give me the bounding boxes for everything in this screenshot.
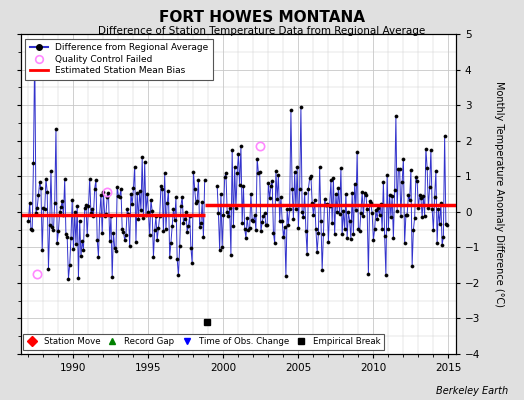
Text: Berkeley Earth: Berkeley Earth: [436, 386, 508, 396]
Text: FORT HOWES MONTANA: FORT HOWES MONTANA: [159, 10, 365, 25]
Legend: Station Move, Record Gap, Time of Obs. Change, Empirical Break: Station Move, Record Gap, Time of Obs. C…: [23, 334, 384, 350]
Text: Difference of Station Temperature Data from Regional Average: Difference of Station Temperature Data f…: [99, 26, 425, 36]
Y-axis label: Monthly Temperature Anomaly Difference (°C): Monthly Temperature Anomaly Difference (…: [494, 81, 504, 307]
